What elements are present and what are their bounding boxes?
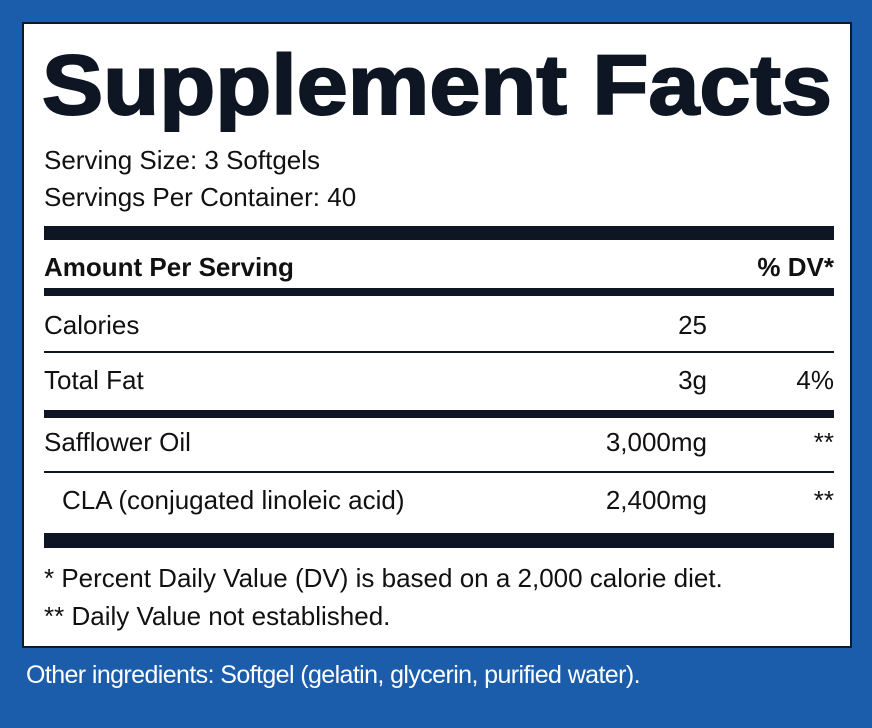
row-dv: ** (813, 485, 834, 515)
row-amount: 2,400mg (605, 485, 707, 515)
title-box: Supplement Facts (41, 42, 833, 132)
thick-rule (44, 226, 834, 240)
footnote: * Percent Daily Value (DV) is based on a… (44, 563, 723, 593)
rule (44, 410, 834, 418)
row-amount: 25 (678, 310, 707, 340)
row-amount: 3,000mg (605, 427, 707, 457)
row-name: Calories (44, 310, 140, 340)
header-dv: % DV* (757, 252, 834, 282)
title: Supplement Facts (42, 42, 832, 132)
row-name: Safflower Oil (44, 427, 191, 457)
rule (44, 288, 834, 296)
serving-size: Serving Size: 3 Softgels (44, 145, 321, 175)
row-name: Total Fat (44, 365, 144, 395)
other-ingredients: Other ingredients: Softgel (gelatin, gly… (26, 661, 641, 689)
facts-panel: Supplement Facts Serving Size: 3 Softgel… (22, 22, 852, 648)
header-amount: Amount Per Serving (44, 252, 294, 282)
servings-per-container: Servings Per Container: 40 (44, 182, 357, 212)
thin-rule (44, 471, 834, 473)
thick-rule (44, 533, 834, 548)
thin-rule (44, 351, 834, 353)
row-dv: 4% (796, 365, 834, 395)
row-dv: ** (813, 427, 834, 457)
footnote: ** Daily Value not established. (44, 601, 391, 631)
row-amount: 3g (678, 365, 707, 395)
row-name: CLA (conjugated linoleic acid) (62, 485, 405, 515)
